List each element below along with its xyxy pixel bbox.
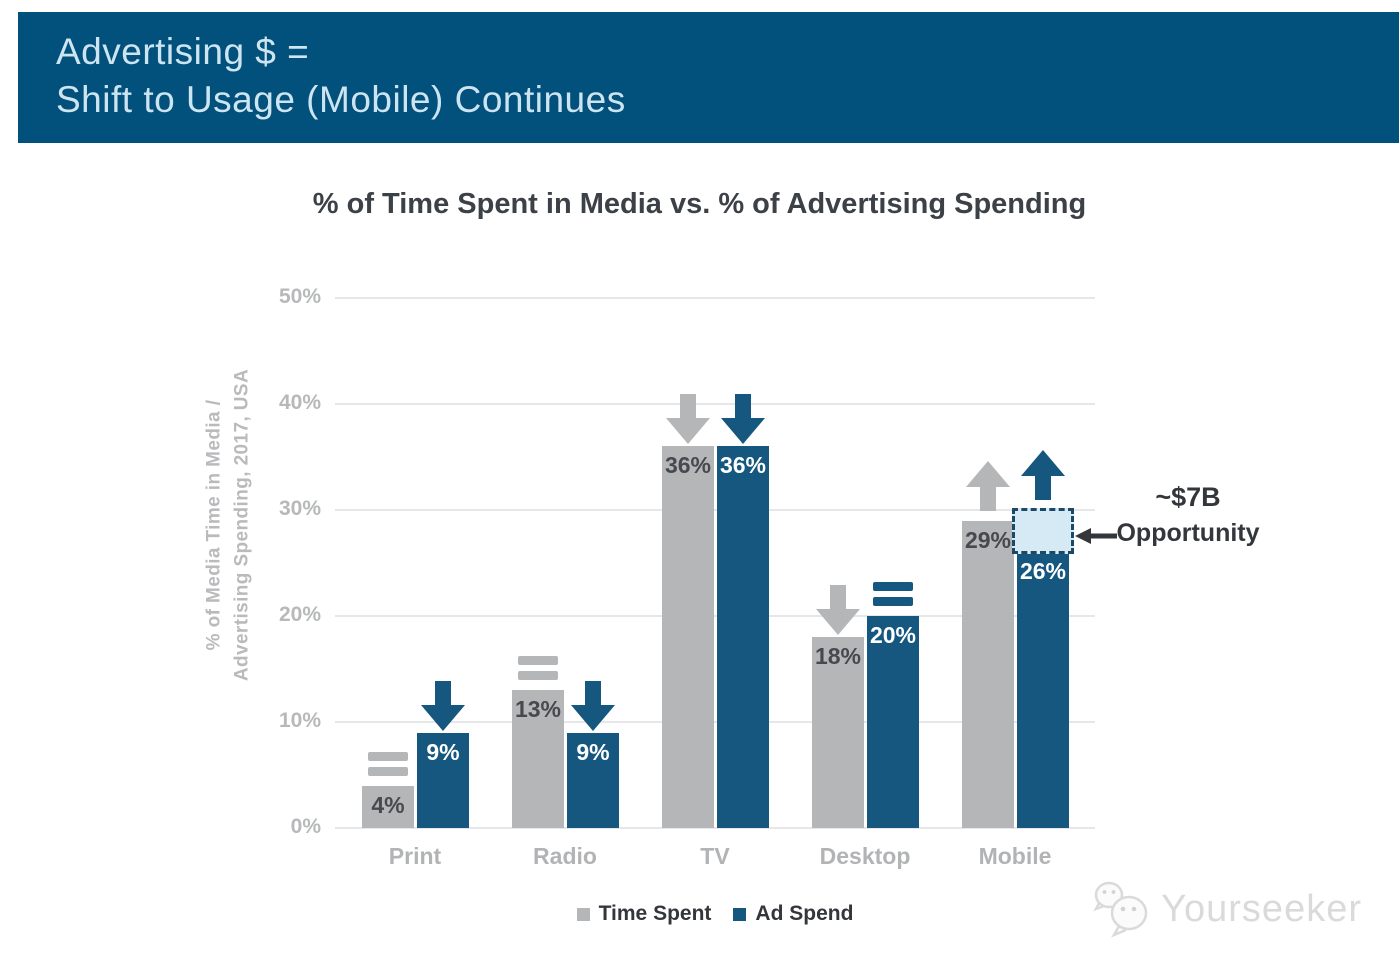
gridline-30 <box>335 509 1095 511</box>
y-tick-label-40: 40% <box>278 391 321 414</box>
trend-down-icon-ad-spend-radio <box>571 680 615 731</box>
x-label-mobile: Mobile <box>978 843 1052 869</box>
chat-bubbles-icon <box>1093 881 1148 938</box>
y-axis-label-line1: % of Media Time in Media / <box>203 399 225 651</box>
bar-value-ad-spend-radio: 9% <box>576 738 610 765</box>
watermark: Yourseeker <box>1089 880 1362 938</box>
opportunity-arrow-icon <box>1075 528 1117 544</box>
gridline-0 <box>335 827 1095 829</box>
legend-swatch-icon <box>733 907 747 921</box>
gridline-20 <box>335 615 1095 617</box>
legend: Time Spent Ad Spend <box>335 902 1095 926</box>
y-axis-label-line2: Advertising Spending, 2017, USA <box>231 368 252 682</box>
bar-ad-spend-mobile <box>1017 552 1069 828</box>
legend-swatch-icon <box>576 907 590 921</box>
legend-item-ad-spend: Ad Spend <box>733 902 853 926</box>
bar-ad-spend-radio <box>567 732 619 828</box>
bar-time-spent-print <box>362 785 414 828</box>
opportunity-annotation: ~$7B Opportunity <box>1093 482 1283 548</box>
bar-ad-spend-desktop <box>867 616 919 828</box>
opportunity-label: Opportunity <box>1116 519 1260 547</box>
bar-value-ad-spend-print: 9% <box>426 738 460 765</box>
x-label-print: Print <box>388 843 442 869</box>
x-label-tv: TV <box>700 843 730 869</box>
trend-down-icon-ad-spend-print <box>421 680 465 731</box>
trend-down-icon-time-spent-tv <box>666 394 710 445</box>
chart-title: % of Time Spent in Media vs. % of Advert… <box>312 188 1087 220</box>
y-tick-label-0: 0% <box>290 815 321 838</box>
trend-up-icon-ad-spend-mobile <box>1021 450 1065 500</box>
bar-value-time-spent-tv: 36% <box>664 452 712 479</box>
opportunity-box <box>1012 508 1074 555</box>
trend-flat-icon-ad-spend-desktop <box>873 582 913 606</box>
header-banner: Advertising $ = Shift to Usage (Mobile) … <box>18 12 1399 143</box>
bar-ad-spend-tv <box>717 446 769 828</box>
trend-flat-icon-time-spent-radio <box>518 656 558 681</box>
bar-value-time-spent-desktop: 18% <box>814 643 862 670</box>
bar-time-spent-radio <box>512 690 564 828</box>
bar-time-spent-mobile <box>962 520 1014 828</box>
legend-item-time-spent: Time Spent <box>576 902 712 926</box>
x-label-radio: Radio <box>533 843 597 869</box>
header-title-line1: Advertising $ = <box>56 31 310 72</box>
watermark-label: Yourseeker <box>1161 887 1362 930</box>
bar-value-ad-spend-mobile: 26% <box>1019 558 1067 585</box>
bar-value-ad-spend-desktop: 20% <box>869 622 917 648</box>
x-label-desktop: Desktop <box>819 843 911 869</box>
bar-ad-spend-print <box>417 732 469 828</box>
plot-area: ~$7B Opportunity 0% 10% 20% 30% 40% 50% 4% 9% Pr… <box>279 285 1260 869</box>
legend-label: Ad Spend <box>755 902 854 925</box>
gridline-10 <box>335 721 1095 723</box>
bar-time-spent-tv <box>662 446 714 828</box>
bar-time-spent-desktop <box>812 637 864 828</box>
legend-label: Time Spent <box>598 902 712 925</box>
gridline-50 <box>335 297 1095 299</box>
bar-value-time-spent-radio: 13% <box>514 696 562 723</box>
trend-down-icon-ad-spend-tv <box>721 394 765 445</box>
y-tick-label-30: 30% <box>278 497 321 520</box>
gridline-40 <box>335 403 1095 405</box>
y-tick-label-20: 20% <box>278 603 321 626</box>
bar-value-time-spent-mobile: 29% <box>964 526 1012 553</box>
y-tick-label-50: 50% <box>278 285 321 308</box>
y-tick-label-10: 10% <box>278 709 321 732</box>
trend-flat-icon-time-spent-print <box>368 751 408 776</box>
opportunity-amount: ~$7B <box>1155 482 1221 512</box>
trend-up-icon-time-spent-mobile <box>966 460 1010 511</box>
bar-value-ad-spend-tv: 36% <box>719 452 767 479</box>
trend-down-icon-time-spent-desktop <box>816 585 860 636</box>
bar-value-time-spent-print: 4% <box>371 791 405 818</box>
header-title-line2: Shift to Usage (Mobile) Continues <box>56 79 626 121</box>
y-axis-label: % of Media Time in Media / Advertising S… <box>200 265 255 785</box>
